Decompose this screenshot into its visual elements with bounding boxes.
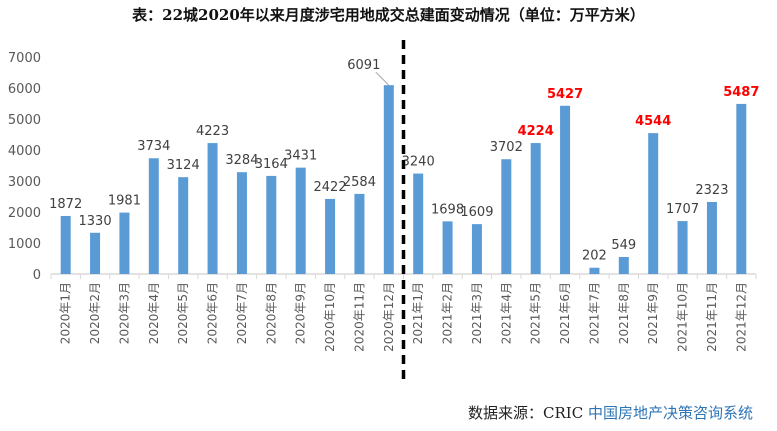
data-label: 1981	[108, 194, 141, 209]
data-label: 5487	[723, 85, 759, 100]
x-tick-label: 2020年11月	[352, 282, 366, 352]
x-tick-label: 2020年3月	[117, 282, 131, 344]
data-source: 数据来源：CRIC 中国房地产决策咨询系统	[468, 402, 753, 423]
bar	[706, 201, 717, 274]
x-tick-label: 2021年6月	[558, 282, 572, 344]
x-tick-label: 2020年7月	[235, 282, 249, 344]
data-label: 3240	[402, 155, 435, 170]
data-label: 3734	[137, 139, 170, 154]
bar	[736, 103, 747, 274]
data-label: 1707	[666, 202, 699, 217]
x-tick-label: 2020年6月	[206, 282, 220, 344]
bar	[178, 177, 189, 274]
bar	[266, 175, 277, 274]
bar	[589, 267, 600, 274]
bar	[236, 172, 247, 274]
bar	[530, 143, 541, 274]
bar	[383, 85, 394, 274]
x-tick-label: 2021年9月	[646, 282, 660, 344]
x-tick-label: 2021年11月	[705, 282, 719, 352]
label-leader-line	[375, 71, 390, 86]
bar	[560, 105, 571, 274]
x-tick-label: 2020年4月	[147, 282, 161, 344]
y-tick-label: 4000	[8, 144, 41, 159]
x-tick-label: 2021年7月	[587, 282, 601, 344]
bar	[471, 224, 482, 274]
data-label: 6091	[347, 58, 380, 73]
x-tick-label: 2021年8月	[617, 282, 631, 344]
bar	[354, 193, 365, 274]
data-label: 1609	[460, 205, 493, 220]
data-label: 4544	[635, 114, 671, 129]
data-label: 549	[611, 238, 636, 253]
data-label: 3164	[255, 157, 288, 172]
bar	[60, 215, 71, 274]
bar	[442, 221, 453, 274]
bar	[207, 143, 218, 274]
bar	[295, 167, 306, 274]
x-tick-label: 2020年1月	[59, 282, 73, 344]
source-prefix: 数据来源：CRIC	[468, 404, 588, 422]
chart-title: 表：22城2020年以来月度涉宅用地成交总建面变动情况（单位：万平方米）	[132, 6, 645, 24]
y-tick-label: 2000	[8, 206, 41, 221]
x-tick-label: 2020年12月	[382, 282, 396, 352]
data-label: 3431	[284, 149, 317, 164]
data-label: 3124	[167, 158, 200, 173]
x-tick-label: 2021年4月	[499, 282, 513, 344]
source-name: 中国房地产决策咨询系统	[587, 404, 753, 422]
y-tick-label: 5000	[8, 113, 41, 128]
data-label: 1330	[79, 214, 112, 229]
bar	[677, 221, 688, 274]
data-label: 5427	[547, 87, 583, 102]
y-tick-label: 7000	[8, 51, 41, 66]
x-tick-label: 2021年3月	[470, 282, 484, 344]
x-tick-label: 2020年9月	[294, 282, 308, 344]
bar	[119, 212, 130, 274]
y-tick-label: 0	[33, 268, 41, 283]
bar	[618, 256, 629, 274]
x-tick-label: 2021年12月	[734, 282, 748, 352]
x-tick-label: 2021年5月	[529, 282, 543, 344]
x-tick-label: 2020年8月	[264, 282, 278, 344]
x-tick-label: 2021年2月	[441, 282, 455, 344]
bar	[325, 198, 336, 274]
bar	[148, 158, 159, 274]
data-label: 2323	[695, 183, 728, 198]
x-tick-label: 2021年1月	[411, 282, 425, 344]
data-label: 2584	[343, 175, 376, 190]
x-tick-label: 2020年10月	[323, 282, 337, 352]
data-label: 3702	[490, 140, 523, 155]
bar	[90, 232, 101, 274]
y-tick-label: 1000	[8, 237, 41, 252]
bar	[413, 173, 424, 274]
data-label: 202	[582, 249, 607, 264]
data-label: 3284	[225, 153, 258, 168]
data-label: 1698	[431, 202, 464, 217]
data-label: 4224	[518, 124, 554, 139]
bar	[648, 133, 659, 274]
data-label: 1872	[49, 197, 82, 212]
y-tick-label: 3000	[8, 175, 41, 190]
data-label: 2422	[314, 180, 347, 195]
x-tick-label: 2020年2月	[88, 282, 102, 344]
x-tick-label: 2020年5月	[176, 282, 190, 344]
y-tick-label: 6000	[8, 82, 41, 97]
x-tick-label: 2021年10月	[676, 282, 690, 352]
bar	[501, 159, 512, 274]
data-label: 4223	[196, 124, 229, 139]
